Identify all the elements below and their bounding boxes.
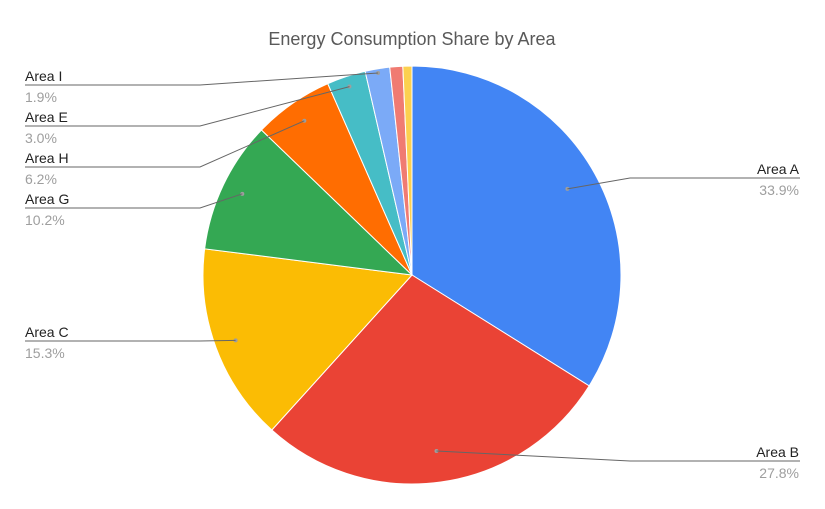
slice-value-area-c: 15.3% [25,345,65,361]
leader-dot-area-c [233,338,238,343]
leader-line-area-b [436,450,800,462]
slice-label-area-a: Area A [757,161,800,177]
slice-value-area-a: 33.9% [759,182,799,198]
leader-line-area-c [25,339,236,342]
slice-label-area-h: Area H [25,150,69,166]
slice-label-area-g: Area G [25,191,69,207]
slice-label-area-e: Area E [25,109,68,125]
pie-slices [202,65,622,485]
leader-line-area-a [567,177,800,190]
slice-label-area-c: Area C [25,324,69,340]
slice-value-area-e: 3.0% [25,130,57,146]
slice-value-area-g: 10.2% [25,212,65,228]
pie-slice-area-b [271,274,590,485]
leader-line-area-h [25,120,305,168]
pie-labels: Area A 33.9% Area B 27.8% Area C 15.3% Area G 1… [25,68,800,481]
slice-value-area-i: 1.9% [25,89,57,105]
leader-line-area-i [25,72,379,86]
pie-slice-area-g [204,129,414,276]
slice-value-area-h: 6.2% [25,171,57,187]
slice-label-area-b: Area B [756,444,799,460]
pie-slice-unlabeled-8 [402,65,413,276]
pie-slice-area-a [411,65,622,387]
pie-slice-area-c [202,248,414,431]
leader-line-area-g [25,193,243,209]
slice-label-area-i: Area I [25,68,62,84]
slice-value-area-b: 27.8% [759,465,799,481]
leader-dot-area-b [434,448,439,453]
leader-line-area-e [25,86,350,127]
leader-dot-area-h [302,118,307,123]
chart-title: Energy Consumption Share by Area [268,29,556,49]
